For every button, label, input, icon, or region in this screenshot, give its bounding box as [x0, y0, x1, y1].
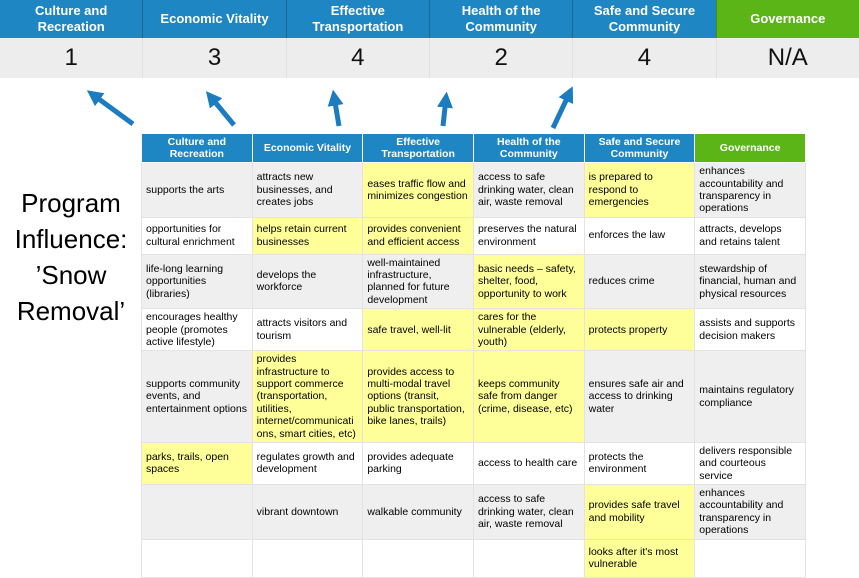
influence-arrows [86, 86, 574, 130]
matrix-cell: enhances accountability and transparency… [694, 162, 806, 218]
matrix-column-header: Governance [694, 132, 806, 164]
category-header: Economic Vitality [142, 0, 286, 38]
up-arrow [327, 89, 344, 127]
score-value: 4 [572, 38, 715, 78]
matrix-cell: access to health care [472, 441, 585, 486]
score-value: 2 [428, 38, 572, 78]
matrix-column-header: Economic Vitality [251, 132, 364, 164]
matrix-row: life-long learning opportunities (librar… [141, 253, 806, 310]
matrix-row: encourages healthy people (promotes acti… [141, 308, 806, 352]
score-value: 1 [64, 44, 78, 71]
score-row: 1 3 4 2 4 N/A [0, 38, 859, 78]
matrix-cell: enforces the law [583, 216, 696, 255]
matrix-cell: keeps community safe from danger (crime,… [472, 350, 585, 443]
up-arrow [550, 86, 574, 130]
matrix-row: supports community events, and entertain… [141, 350, 806, 443]
matrix-column-header: Safe and Secure Community [583, 132, 696, 164]
matrix-row: parks, trails, open spaces regulates grow… [141, 441, 806, 486]
matrix-cell: provides convenient and efficient access [362, 216, 474, 255]
matrix-column-header: Health of the Community [472, 132, 585, 164]
matrix-cell: vibrant downtown [251, 484, 364, 540]
matrix-cell: provides access to multi-modal travel op… [362, 350, 474, 443]
score-value: N/A [715, 38, 859, 78]
matrix-cell: protects property [583, 308, 696, 352]
matrix-cell [362, 538, 474, 578]
matrix-cell: ensures safe air and access to drinking … [583, 350, 696, 443]
matrix-cell [251, 538, 364, 578]
matrix-cell: supports the arts [141, 162, 253, 218]
matrix-cell: provides safe travel and mobility [583, 484, 696, 540]
matrix-cell [141, 484, 253, 540]
matrix-cell: eases traffic flow and minimizes congest… [362, 162, 474, 218]
matrix-cell: stewardship of financial, human and phys… [694, 253, 806, 310]
category-header: Health of the Community [428, 0, 573, 38]
matrix-cell: develops the workforce [251, 253, 364, 310]
matrix-cell: safe travel, well-lit [362, 308, 474, 352]
category-header: Culture and Recreation [0, 0, 143, 38]
matrix-cell: protects the environment [583, 441, 696, 486]
matrix-cell: well-maintained infrastructure, planned … [362, 253, 474, 310]
matrix-header-row: Culture and Recreation Economic Vitality E… [141, 132, 806, 164]
matrix-row: looks after it's most vulnerable [141, 538, 806, 578]
matrix-body: supports the arts attracts new businesses… [141, 162, 806, 578]
category-header: Safe and Secure Community [572, 0, 716, 38]
score-value: 4 [285, 38, 429, 78]
matrix-cell: provides adequate parking [362, 441, 474, 486]
matrix-cell: life-long learning opportunities (librar… [141, 253, 253, 310]
up-arrow [437, 91, 453, 127]
matrix-cell: encourages healthy people (promotes acti… [141, 308, 253, 352]
matrix-cell: delivers responsible and courteous servi… [694, 441, 806, 486]
program-title-line: ’Snow [35, 259, 107, 290]
up-arrow [86, 90, 135, 127]
matrix-cell: cares for the vulnerable (elderly, youth… [472, 308, 585, 352]
matrix-cell: access to safe drinking water, clean air… [472, 484, 585, 540]
matrix-cell: looks after it's most vulnerable [583, 538, 696, 578]
up-arrow [205, 91, 236, 127]
matrix-cell: attracts, develops and retains talent [694, 216, 806, 255]
matrix-cell: provides infrastructure to support comme… [251, 350, 364, 443]
matrix-cell: attracts new businesses, and creates job… [251, 162, 364, 218]
program-title-line: Removal’ [16, 295, 126, 326]
matrix-cell [141, 538, 253, 578]
matrix-cell: regulates growth and development [251, 441, 364, 486]
banner-row: Culture and Recreation Economic Vitality E… [0, 0, 859, 38]
matrix-cell: walkable community [362, 484, 474, 540]
matrix-cell: basic needs – safety, shelter, food, opp… [472, 253, 585, 310]
program-title: Program Influence: ’Snow Removal’ [2, 186, 140, 330]
category-header: Governance [715, 0, 859, 38]
matrix-cell: is prepared to respond to emergencies [583, 162, 696, 218]
matrix-cell: maintains regulatory compliance [694, 350, 806, 443]
category-header: Effective Transportation [285, 0, 429, 38]
matrix-cell: opportunities for cultural enrichment [141, 216, 253, 255]
matrix-cell: reduces crime [583, 253, 696, 310]
matrix-cell: supports community events, and entertain… [141, 350, 253, 443]
matrix-cell: helps retain current businesses [251, 216, 364, 255]
matrix-cell: preserves the natural environment [472, 216, 585, 255]
score-value: 3 [142, 38, 285, 78]
matrix-cell [472, 538, 585, 578]
matrix-cell: attracts visitors and tourism [251, 308, 364, 352]
matrix-cell: enhances accountability and transparency… [694, 484, 806, 540]
matrix-cell: assists and supports decision makers [694, 308, 806, 352]
matrix-row: supports the arts attracts new businesses… [141, 162, 806, 218]
matrix-cell: parks, trails, open spaces [141, 441, 253, 486]
matrix-column-header: Effective Transportation [362, 132, 474, 164]
matrix-row: opportunities for cultural enrichment hel… [141, 216, 806, 255]
program-title-line: Influence: [14, 223, 128, 254]
matrix-column-header: Culture and Recreation [141, 132, 253, 164]
matrix-cell: access to safe drinking water, clean air… [472, 162, 585, 218]
benefit-matrix: Culture and Recreation Economic Vitality E… [141, 132, 806, 578]
matrix-row: vibrant downtown walkable community access… [141, 484, 806, 540]
program-title-line: Program [21, 188, 121, 218]
matrix-cell [694, 538, 806, 578]
